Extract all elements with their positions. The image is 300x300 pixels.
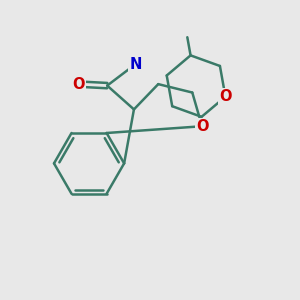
Text: O: O [196,119,208,134]
Text: O: O [73,76,85,92]
Text: N: N [129,57,142,72]
Text: O: O [219,89,232,104]
